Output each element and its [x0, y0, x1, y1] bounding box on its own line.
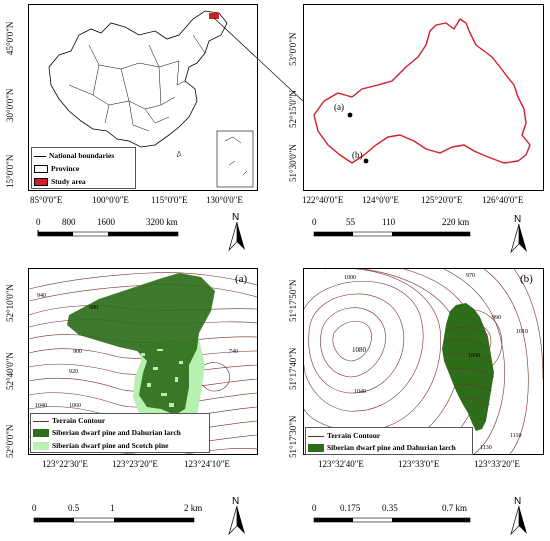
panel-a-xtick-3: 123°24'10"E: [184, 459, 230, 469]
china-xtick-1: 85°0'0"E: [30, 195, 63, 205]
contour-a-4: 740: [229, 349, 238, 355]
panel-b-xtick-1: 123°32'40"E: [318, 459, 364, 469]
panel-a-frame: (a) 940 980 900 740 920 1040 1060 980 Te…: [28, 268, 258, 455]
contour-b-7: 1040: [354, 389, 366, 395]
study-ytick-2: 52°15'0"N: [288, 90, 298, 128]
study-area-marker: [209, 13, 219, 19]
panel-a-scotch-speckle: [141, 349, 191, 407]
contour-a-5: 920: [69, 369, 78, 375]
panel-b-scale-0: 0: [312, 503, 317, 513]
panel-b-ytick-2: 51°17'40"N: [288, 347, 298, 390]
study-boundary: [313, 18, 531, 164]
contour-a-2: 980: [89, 305, 98, 311]
panel-a-legend: Terrain Contour Siberian dwarf pine and …: [30, 413, 210, 453]
contour-a-6: 1040: [35, 403, 47, 409]
study-scale-2: 110: [382, 217, 396, 227]
china-xtick-4: 130°0'0"E: [206, 195, 243, 205]
panel-b-larch-zone: [442, 303, 494, 431]
contour-b-8: 1110: [510, 433, 522, 439]
china-legend: National boundaries Province Study area: [31, 147, 136, 189]
study-scale-1: 55: [346, 217, 355, 227]
panel-a-ytick-1: 52°0'0"N: [5, 424, 15, 458]
site-b-label: (b): [352, 150, 363, 160]
china-ytick-3: 45°0'0"N: [5, 21, 15, 55]
contour-a-1: 940: [37, 293, 46, 299]
legend-a-terrain: Terrain Contour: [52, 416, 106, 425]
panel-b-scale-2: 0.35: [382, 503, 398, 513]
panel-a-scale-2: 1: [110, 503, 115, 513]
panel-a-scale-0: 0: [32, 503, 37, 513]
site-a-dot: [347, 112, 353, 118]
china-north-arrow: N: [226, 212, 248, 252]
site-b-dot: [363, 158, 369, 164]
panel-b-label: (b): [520, 273, 533, 285]
study-xtick-1: 122°40'0"E: [302, 195, 344, 205]
study-north-arrow: N: [508, 214, 530, 254]
panel-a-label: (a): [235, 273, 248, 285]
study-xtick-2: 124°0'0"E: [362, 195, 399, 205]
study-ytick-3: 53°0'0"N: [288, 32, 298, 66]
panel-a-xtick-2: 123°23'20"E: [112, 459, 158, 469]
panel-b-scale-bar: 0 0.175 0.35 0.7 km: [310, 504, 480, 526]
panel-a-scale-3: 2 km: [184, 503, 203, 513]
legend-a-scotch: Siberian dwarf pine and Scotch pine: [52, 441, 169, 450]
china-map-frame: National boundaries Province Study area: [28, 4, 258, 191]
panel-b-scale-3: 0.7 km: [442, 503, 468, 513]
province-lines: [68, 34, 206, 132]
china-scale-1: 800: [62, 217, 76, 227]
china-ytick-2: 30°0'0"N: [5, 88, 15, 122]
study-map: [313, 18, 531, 164]
study-scale-3: 220 km: [442, 217, 470, 227]
south-sea-inset: [216, 130, 254, 188]
contour-b-1: 1000: [344, 275, 356, 281]
legend-b-larch: Siberian dwarf pine and Dahurian larch: [327, 443, 456, 452]
contour-b-4: 1010: [516, 329, 528, 335]
panel-b-ytick-1: 51°17'30"N: [288, 415, 298, 458]
panel-b-north-arrow: N: [508, 496, 530, 536]
study-scale-0: 0: [312, 217, 317, 227]
china-outline: [48, 10, 228, 148]
contour-b-3: 990: [492, 315, 501, 321]
study-map-frame: (a) (b): [303, 4, 544, 191]
panel-b-xtick-2: 123°33'0"E: [398, 459, 440, 469]
china-xtick-3: 115°0'0"E: [151, 195, 188, 205]
china-map: [48, 10, 254, 188]
panel-a-scale-1: 0.5: [68, 503, 80, 513]
legend-a-larch: Siberian dwarf pine and Dahurian larch: [52, 428, 181, 437]
panel-b-scale-1: 0.175: [340, 503, 361, 513]
contour-b-2: 970: [466, 273, 475, 279]
panel-a-xtick-1: 123°22'30"E: [42, 459, 88, 469]
legend-province: Province: [51, 164, 80, 173]
china-scale-bar: 0 800 1600 3200 km: [34, 218, 184, 238]
contour-b-9: 1130: [480, 445, 492, 451]
study-xtick-3: 125°20'0"E: [421, 195, 463, 205]
site-a-label: (a): [334, 102, 344, 112]
panel-b-ytick-3: 51°17'50"N: [288, 279, 298, 322]
north-label: N: [232, 212, 240, 223]
panel-a-ytick-3: 52°10'0"N: [5, 284, 15, 322]
panel-a-scale-bar: 0 0.5 1 2 km: [30, 503, 203, 526]
china-scale-2: 1600: [97, 217, 115, 227]
contour-a-3: 900: [73, 349, 82, 355]
china-scale-3: 3200 km: [146, 217, 178, 227]
china-scale-0: 0: [36, 217, 41, 227]
china-xtick-2: 100°0'0"E: [92, 195, 129, 205]
panel-b-xtick-3: 123°33'20"E: [474, 459, 520, 469]
study-scale-bar: 0 55 110 220 km: [310, 218, 480, 238]
contour-b-6: 1080: [352, 346, 366, 354]
study-xtick-4: 126°40'0"E: [482, 195, 524, 205]
panel-b-legend: Terrain Contour Siberian dwarf pine and …: [305, 427, 473, 455]
panel-a-map: [29, 272, 257, 454]
panel-b-frame: (b) 1000 970 990 1010 1050 1080 1040 111…: [303, 268, 544, 455]
panel-a-ytick-2: 52°40'0"N: [5, 352, 15, 390]
panel-a-north-arrow: N: [226, 496, 248, 536]
china-ytick-1: 15°0'0"N: [5, 154, 15, 188]
study-ytick-1: 51°30'0"N: [288, 144, 298, 182]
legend-study-area: Study area: [51, 177, 86, 186]
contour-a-7: 1060: [69, 403, 81, 409]
legend-national: National boundaries: [49, 151, 115, 160]
contour-b-5: 1050: [468, 353, 480, 359]
legend-b-terrain: Terrain Contour: [327, 431, 381, 440]
